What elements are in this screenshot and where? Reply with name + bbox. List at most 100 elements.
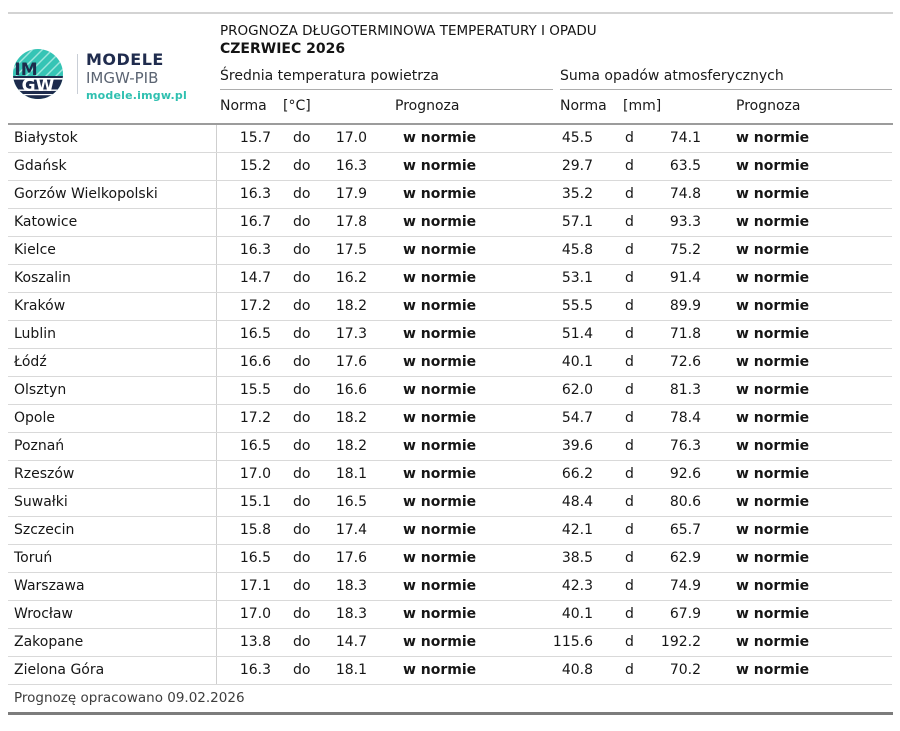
temp-range-separator: do xyxy=(293,606,311,622)
precip-norm-high: 192.2 xyxy=(660,634,701,650)
precip-range-separator: do xyxy=(625,354,633,370)
table-row: Olsztyn 15.5 do 16.6 w normie 62.0 do 81… xyxy=(8,377,892,405)
temp-forecast-status: w normie xyxy=(403,634,477,650)
precip-forecast-status: w normie xyxy=(736,354,810,370)
precip-forecast-status: w normie xyxy=(736,326,810,342)
precip-norma-header: Norma xyxy=(560,98,607,114)
city-name: Zakopane xyxy=(8,629,217,656)
city-name: Kraków xyxy=(8,293,217,320)
precip-range-separator: do xyxy=(625,326,633,342)
temperature-group-header: Średnia temperatura powietrza xyxy=(220,68,553,90)
table-row: Białystok 15.7 do 17.0 w normie 45.5 do … xyxy=(8,125,892,153)
temp-forecast-status: w normie xyxy=(403,522,477,538)
city-name: Zielona Góra xyxy=(8,657,217,684)
temp-forecast-status: w normie xyxy=(403,410,477,426)
city-name: Białystok xyxy=(8,125,217,152)
precip-forecast-status: w normie xyxy=(736,494,810,510)
brand-url-link[interactable]: modele.imgw.pl xyxy=(86,89,187,102)
temp-range-separator: do xyxy=(293,242,311,258)
precip-norm-low: 57.1 xyxy=(561,214,593,230)
temp-norm-high: 17.9 xyxy=(335,186,367,202)
temp-range-separator: do xyxy=(293,522,311,538)
temp-range-separator: do xyxy=(293,186,311,202)
svg-text:GW: GW xyxy=(22,76,55,96)
temp-forecast-status: w normie xyxy=(403,326,477,342)
precip-norm-low: 42.1 xyxy=(561,522,593,538)
table-row: Gdańsk 15.2 do 16.3 w normie 29.7 do 63.… xyxy=(8,153,892,181)
temp-range-separator: do xyxy=(293,634,311,650)
city-name: Poznań xyxy=(8,433,217,460)
temp-norm-low: 14.7 xyxy=(239,270,271,286)
precip-range-separator: do xyxy=(625,130,633,146)
precip-norm-high: 74.1 xyxy=(669,130,701,146)
precip-range-separator: do xyxy=(625,186,633,202)
forecast-month: CZERWIEC 2026 xyxy=(220,41,346,57)
precip-norm-high: 74.9 xyxy=(669,578,701,594)
precip-forecast-status: w normie xyxy=(736,214,810,230)
temp-forecast-status: w normie xyxy=(403,578,477,594)
precip-norm-high: 80.6 xyxy=(669,494,701,510)
temp-norm-high: 17.3 xyxy=(335,326,367,342)
temp-norm-low: 16.5 xyxy=(239,326,271,342)
precip-range-separator: do xyxy=(625,242,633,258)
precip-norm-high: 71.8 xyxy=(669,326,701,342)
temp-forecast-status: w normie xyxy=(403,186,477,202)
city-name: Lublin xyxy=(8,321,217,348)
precip-norm-low: 55.5 xyxy=(561,298,593,314)
city-name: Kielce xyxy=(8,237,217,264)
temp-unit-header: [°C] xyxy=(283,98,311,114)
table-row: Szczecin 15.8 do 17.4 w normie 42.1 do 6… xyxy=(8,517,892,545)
precip-norm-low: 40.8 xyxy=(561,662,593,678)
table-row: Gorzów Wielkopolski 16.3 do 17.9 w normi… xyxy=(8,181,892,209)
imgw-logo-icon: IM GW xyxy=(13,49,63,99)
table-row: Suwałki 15.1 do 16.5 w normie 48.4 do 80… xyxy=(8,489,892,517)
precip-norm-low: 48.4 xyxy=(561,494,593,510)
temp-norm-high: 17.6 xyxy=(335,354,367,370)
table-row: Zakopane 13.8 do 14.7 w normie 115.6 do … xyxy=(8,629,892,657)
city-name: Łódź xyxy=(8,349,217,376)
temp-norm-low: 13.8 xyxy=(239,634,271,650)
temp-norm-low: 15.7 xyxy=(239,130,271,146)
precipitation-group-header: Suma opadów atmosferycznych xyxy=(560,68,892,90)
precip-range-separator: do xyxy=(625,270,633,286)
temp-range-separator: do xyxy=(293,466,311,482)
precip-norm-high: 91.4 xyxy=(669,270,701,286)
temp-norm-low: 16.5 xyxy=(239,550,271,566)
city-name: Gorzów Wielkopolski xyxy=(8,181,217,208)
temp-range-separator: do xyxy=(293,326,311,342)
temp-norm-high: 17.8 xyxy=(335,214,367,230)
temp-forecast-status: w normie xyxy=(403,494,477,510)
table-row: Rzeszów 17.0 do 18.1 w normie 66.2 do 92… xyxy=(8,461,892,489)
precip-forecast-status: w normie xyxy=(736,578,810,594)
table-row: Opole 17.2 do 18.2 w normie 54.7 do 78.4… xyxy=(8,405,892,433)
temp-range-separator: do xyxy=(293,494,311,510)
city-name: Szczecin xyxy=(8,517,217,544)
table-row: Lublin 16.5 do 17.3 w normie 51.4 do 71.… xyxy=(8,321,892,349)
precip-norm-high: 74.8 xyxy=(669,186,701,202)
temp-norm-high: 14.7 xyxy=(335,634,367,650)
precip-prognoza-header: Prognoza xyxy=(736,98,801,114)
precip-forecast-status: w normie xyxy=(736,662,810,678)
temp-range-separator: do xyxy=(293,662,311,678)
table-row: Wrocław 17.0 do 18.3 w normie 40.1 do 67… xyxy=(8,601,892,629)
temp-norm-high: 17.4 xyxy=(335,522,367,538)
city-name: Olsztyn xyxy=(8,377,217,404)
header-rule xyxy=(8,123,893,125)
temp-norm-high: 18.2 xyxy=(335,298,367,314)
temp-norm-low: 16.5 xyxy=(239,438,271,454)
temp-norm-high: 17.6 xyxy=(335,550,367,566)
table-row: Zielona Góra 16.3 do 18.1 w normie 40.8 … xyxy=(8,657,892,685)
temp-norm-low: 16.7 xyxy=(239,214,271,230)
precip-norm-low: 38.5 xyxy=(561,550,593,566)
precip-norm-low: 35.2 xyxy=(561,186,593,202)
precip-norm-low: 42.3 xyxy=(561,578,593,594)
temp-range-separator: do xyxy=(293,270,311,286)
temp-norm-low: 17.2 xyxy=(239,298,271,314)
precip-forecast-status: w normie xyxy=(736,522,810,538)
precip-norm-low: 40.1 xyxy=(561,606,593,622)
temp-norm-high: 16.2 xyxy=(335,270,367,286)
table-row: Łódź 16.6 do 17.6 w normie 40.1 do 72.6 … xyxy=(8,349,892,377)
precip-norm-high: 92.6 xyxy=(669,466,701,482)
precip-norm-low: 51.4 xyxy=(561,326,593,342)
temp-norm-high: 18.1 xyxy=(335,466,367,482)
